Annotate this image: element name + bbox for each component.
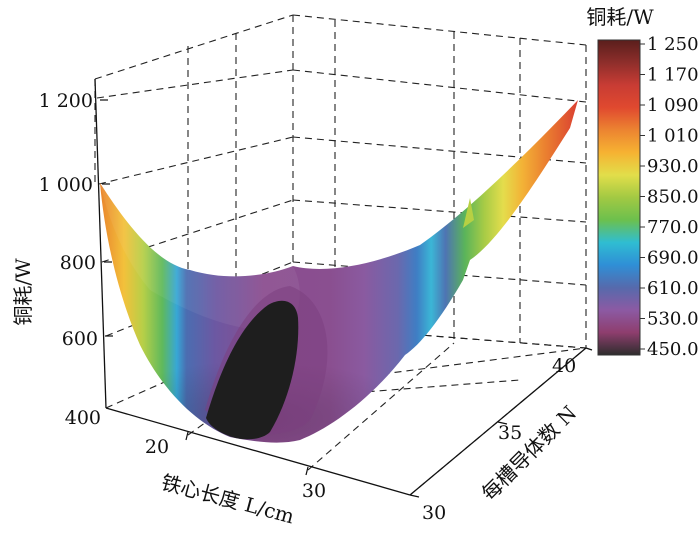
- colorbar-tick-label: 1 010: [647, 126, 699, 147]
- colorbar-gradient: [597, 39, 641, 356]
- axes-frame: [94, 78, 587, 496]
- x-tick-label: 20: [145, 436, 169, 458]
- x-tick-mark: [305, 466, 309, 476]
- surface-spike: [463, 198, 474, 228]
- y-tick-label: 30: [422, 502, 446, 524]
- surface: [100, 100, 578, 443]
- colorbar-tick-label: 610.0: [647, 278, 699, 299]
- z-tick-label: 600: [62, 328, 98, 350]
- x-tick-labels: 20 30: [145, 436, 326, 502]
- z-axis-title: 铜耗/W: [11, 258, 35, 326]
- tick-marks: [100, 99, 593, 498]
- z-tick-label: 400: [65, 407, 101, 429]
- colorbar-tick-label: 690.0: [647, 248, 699, 269]
- x-tick-mark: [185, 431, 189, 441]
- z-tick-label: 800: [60, 252, 96, 274]
- x-axis-line: [105, 407, 411, 496]
- x-axis-title: 铁心长度 L/cm: [159, 470, 297, 529]
- x-tick-label: 30: [302, 480, 326, 502]
- grid-line: [96, 69, 294, 99]
- colorbar-ticks: 1 250 1 170 1 090 1 010 930.0 850.0 770.0 690.0…: [640, 34, 699, 360]
- y-tick-label: 40: [552, 355, 576, 377]
- grid-line: [307, 342, 455, 471]
- grid-line: [94, 14, 294, 80]
- surface-rim: [100, 183, 300, 331]
- y-tick-label: 35: [498, 422, 522, 444]
- y-tick-mark: [585, 347, 593, 351]
- colorbar-tick-label: 530.0: [647, 309, 699, 330]
- surface-body: [100, 100, 578, 443]
- colorbar-tick-label: 930.0: [647, 156, 699, 177]
- y-tick-mark: [409, 494, 420, 498]
- colorbar-tick-label: 770.0: [647, 217, 699, 238]
- z-tick-labels: 1 200 1 000 800 600 400: [39, 90, 101, 429]
- grid-line: [292, 69, 587, 103]
- colorbar-title: 铜耗/W: [586, 5, 654, 29]
- colorbar-tick-label: 450.0: [647, 339, 699, 360]
- grid-line: [101, 199, 294, 263]
- grid-line: [292, 14, 587, 46]
- y-axis-line: [409, 347, 587, 496]
- y-axis-title: 每槽导体数 N: [477, 401, 582, 506]
- colorbar-tick-label: 1 250: [647, 34, 699, 55]
- surface-minimum-region: [206, 300, 299, 440]
- grid-line: [98, 136, 294, 185]
- z-tick-label: 1 000: [39, 174, 93, 196]
- z-tick-label: 1 200: [39, 90, 93, 112]
- colorbar: 铜耗/W 1 250 1 170 1 090 1 010 930.0 850.0 770.0…: [586, 5, 698, 360]
- grid-line: [259, 379, 521, 401]
- colorbar-tick-label: 850.0: [647, 187, 699, 208]
- z-axis-line: [94, 78, 107, 409]
- colorbar-tick-label: 1 170: [647, 65, 699, 86]
- grid-line: [292, 199, 587, 223]
- colorbar-tick-label: 1 090: [647, 95, 699, 116]
- y-tick-labels: 30 35 40: [422, 355, 576, 524]
- y-tick-mark: [497, 421, 508, 425]
